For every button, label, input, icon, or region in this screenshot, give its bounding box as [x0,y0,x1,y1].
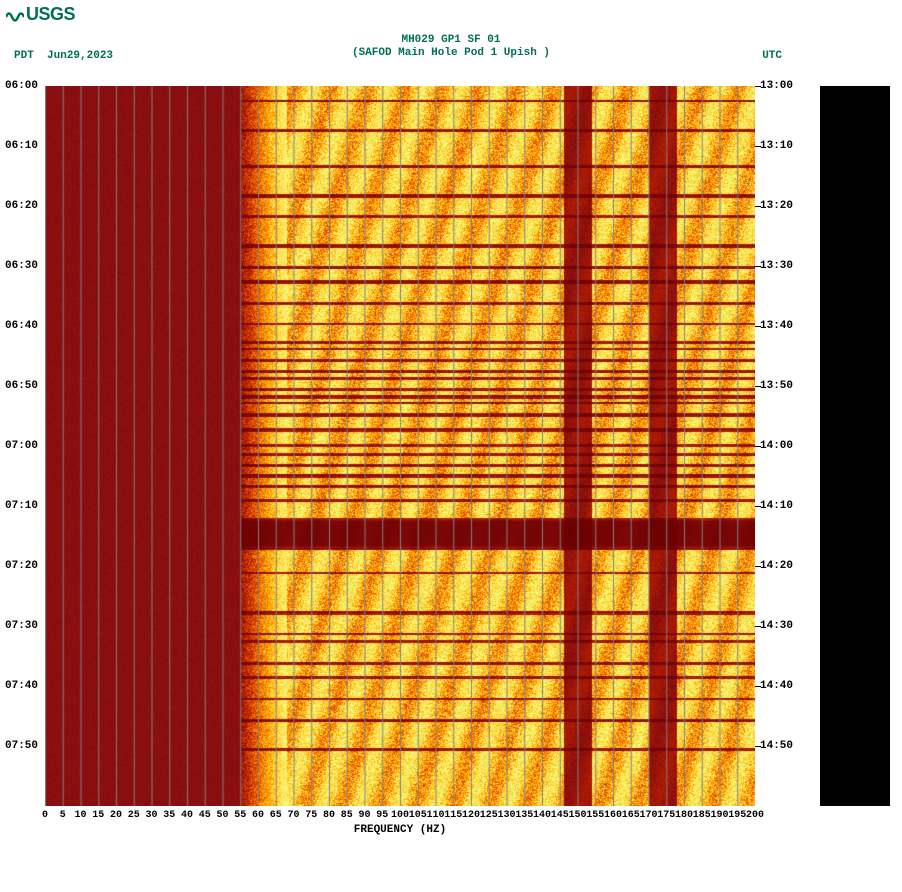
logo-text: USGS [26,4,75,24]
right-tick: 13:30 [760,260,793,272]
left-tick: 06:20 [5,200,38,212]
right-tick-mark [755,86,761,87]
left-tick: 07:40 [5,680,38,692]
frequency-axis-label: FREQUENCY (HZ) [45,824,755,836]
x-tick: 45 [199,810,211,821]
right-tick-mark [755,506,761,507]
x-tick: 120 [462,810,480,821]
x-tick: 75 [305,810,317,821]
x-tick: 130 [497,810,515,821]
left-tick: 06:50 [5,380,38,392]
left-tick: 07:00 [5,440,38,452]
x-tick: 195 [728,810,746,821]
x-tick: 100 [391,810,409,821]
logo-wave-icon [6,6,24,20]
x-tick: 90 [358,810,370,821]
x-tick: 40 [181,810,193,821]
x-tick: 165 [622,810,640,821]
x-tick: 20 [110,810,122,821]
right-tick: 14:10 [760,500,793,512]
right-tick-mark [755,566,761,567]
right-tick-mark [755,326,761,327]
x-tick: 65 [270,810,282,821]
x-tick: 200 [746,810,764,821]
x-tick: 145 [551,810,569,821]
colorbar [820,86,890,806]
x-tick: 85 [341,810,353,821]
x-tick: 35 [163,810,175,821]
right-tick: 13:20 [760,200,793,212]
right-tick: 14:00 [760,440,793,452]
right-tick-mark [755,386,761,387]
x-tick: 0 [42,810,48,821]
x-tick: 50 [216,810,228,821]
x-tick: 70 [287,810,299,821]
usgs-logo: USGS [6,4,75,25]
x-tick: 160 [604,810,622,821]
x-tick: 110 [426,810,444,821]
x-tick: 60 [252,810,264,821]
right-tick-mark [755,206,761,207]
left-tick: 07:10 [5,500,38,512]
spectrogram-plot [45,86,755,806]
right-tick: 14:40 [760,680,793,692]
x-tick: 170 [639,810,657,821]
x-tick: 185 [693,810,711,821]
right-tick-mark [755,146,761,147]
right-tick-mark [755,266,761,267]
left-time-axis: 06:0006:1006:2006:3006:4006:5007:0007:10… [5,86,43,806]
x-tick: 95 [376,810,388,821]
x-tick: 135 [515,810,533,821]
pdt-date-label: PDT Jun29,2023 [14,50,113,62]
right-tick-mark [755,746,761,747]
x-tick: 15 [92,810,104,821]
x-tick: 150 [568,810,586,821]
left-tick: 06:40 [5,320,38,332]
right-tick: 13:50 [760,380,793,392]
right-tick: 14:50 [760,740,793,752]
right-tick: 14:20 [760,560,793,572]
spectrogram-canvas [45,86,755,806]
left-tick: 07:50 [5,740,38,752]
right-tick: 13:10 [760,140,793,152]
x-tick: 190 [710,810,728,821]
right-tick: 13:40 [760,320,793,332]
right-tick: 13:00 [760,80,793,92]
x-tick: 30 [145,810,157,821]
left-tick: 06:10 [5,140,38,152]
right-tick-mark [755,686,761,687]
right-tick-mark [755,626,761,627]
left-tick: 07:30 [5,620,38,632]
right-tick-mark [755,446,761,447]
x-tick: 5 [60,810,66,821]
left-tick: 07:20 [5,560,38,572]
x-tick: 105 [409,810,427,821]
x-tick: 155 [586,810,604,821]
x-tick: 125 [480,810,498,821]
left-tick: 06:00 [5,80,38,92]
x-tick: 80 [323,810,335,821]
right-tick: 14:30 [760,620,793,632]
x-tick: 55 [234,810,246,821]
x-tick: 10 [74,810,86,821]
x-tick: 175 [657,810,675,821]
x-tick: 180 [675,810,693,821]
right-time-axis: 13:0013:1013:2013:3013:4013:5014:0014:10… [760,86,800,806]
x-tick: 140 [533,810,551,821]
x-tick: 25 [128,810,140,821]
x-tick: 115 [444,810,462,821]
utc-label: UTC [762,50,782,62]
left-tick: 06:30 [5,260,38,272]
